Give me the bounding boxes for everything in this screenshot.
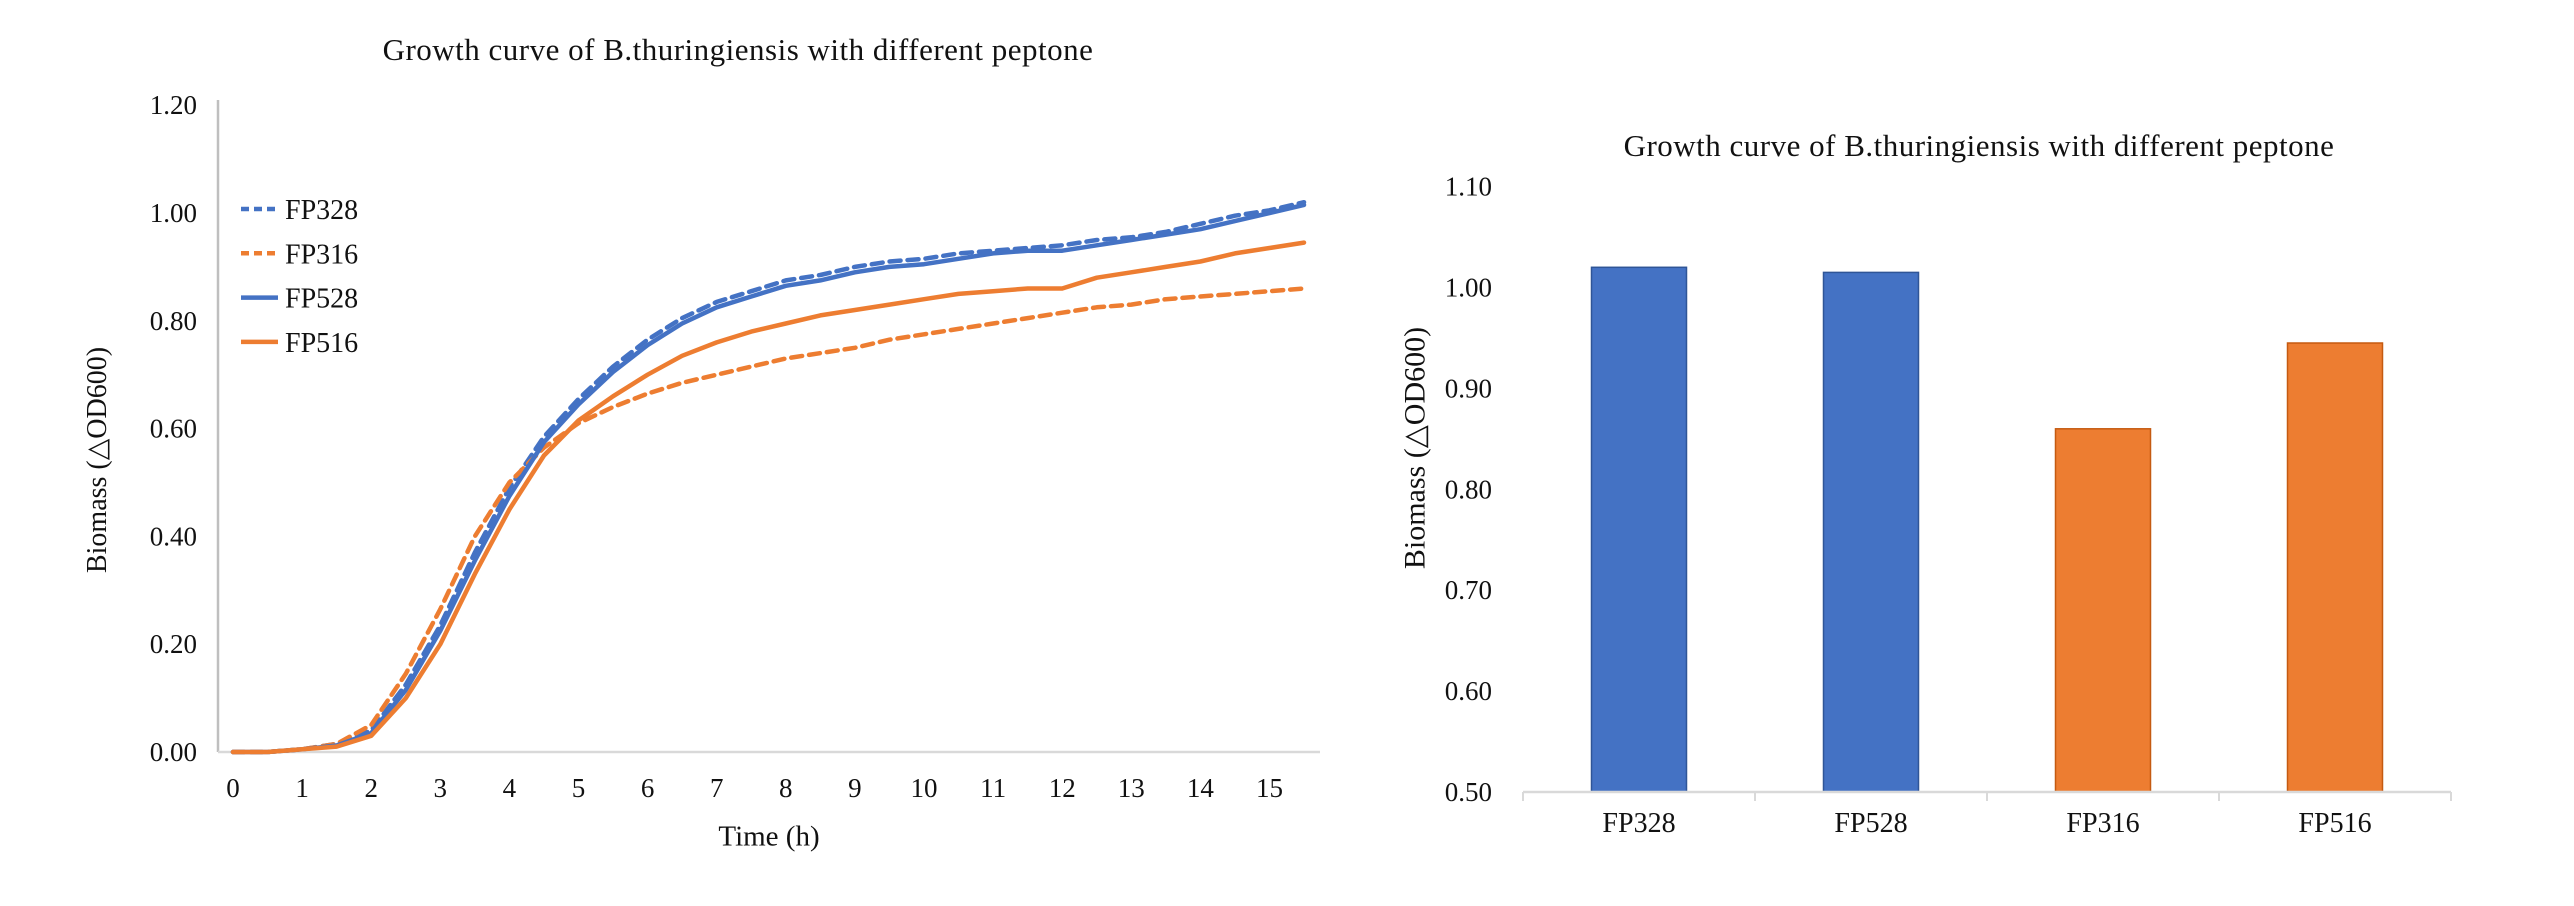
line-series-FP528: [230, 202, 1307, 755]
bar-chart-title: Growth curve of B.thuringiensis with dif…: [1623, 128, 2335, 163]
line-chart-x-tick-label: 14: [1187, 773, 1215, 803]
bar-chart-category-label: FP328: [1602, 808, 1675, 839]
legend-label-FP516: FP516: [285, 328, 358, 359]
bar-chart-y-tick-label: 1.00: [1445, 273, 1492, 303]
line-chart-x-tick-label: 4: [503, 773, 517, 803]
bar-chart-category-label: FP528: [1834, 808, 1907, 839]
line-chart-x-tick-label: 5: [572, 773, 586, 803]
line-chart-y-tick-label: 0.80: [150, 306, 197, 336]
legend-label-FP528: FP528: [285, 284, 358, 315]
bar-chart-y-tick-label: 1.10: [1445, 172, 1492, 202]
bar-chart-y-tick-label: 0.90: [1445, 373, 1492, 403]
bar-chart-category-label: FP516: [2298, 808, 2371, 839]
legend-label-FP328: FP328: [285, 195, 358, 226]
line-chart: Growth curve of B.thuringiensis with dif…: [82, 32, 1320, 853]
line-chart-x-tick-label: 0: [226, 773, 240, 803]
line-chart-x-tick-label: 11: [980, 773, 1006, 803]
line-chart-y-tick-label: 0.40: [150, 521, 197, 551]
line-chart-x-tick-label: 6: [641, 773, 655, 803]
line-chart-x-axis-label: Time (h): [718, 820, 820, 853]
bar-FP516: [2286, 342, 2384, 793]
line-chart-x-tick-label: 8: [779, 773, 793, 803]
line-chart-x-tick-label: 12: [1049, 773, 1076, 803]
bar-FP528: [1822, 271, 1920, 793]
line-chart-x-tick-label: 2: [364, 773, 378, 803]
bar-FP316: [2054, 428, 2152, 793]
line-chart-title: Growth curve of B.thuringiensis with dif…: [382, 32, 1094, 67]
bar-chart-y-tick-label: 0.50: [1445, 777, 1492, 807]
line-chart-y-tick-label: 0.20: [150, 629, 197, 659]
bar-FP328: [1590, 266, 1688, 793]
bar-chart: Growth curve of B.thuringiensis with dif…: [1350, 0, 2574, 906]
bar-chart-y-tick-label: 0.80: [1445, 474, 1492, 504]
line-chart-y-tick-label: 0.60: [150, 414, 197, 444]
line-chart-y-tick-label: 0.00: [150, 737, 197, 767]
line-chart-x-tick-label: 15: [1256, 773, 1283, 803]
line-series-FP516: [230, 240, 1307, 755]
line-chart-plot-area: 0.000.200.400.600.801.001.200 1 2 3 4 5 6 7 8 9 10…: [150, 90, 1320, 803]
bar-chart-plot-area: 0.50 0.60 0.70 0.80 0.90 1.00 1.10 FP328 FP528 FP…: [1445, 172, 2452, 839]
line-chart-x-tick-label: 9: [848, 773, 862, 803]
bar-chart-y-tick-label: 0.60: [1445, 676, 1492, 706]
line-chart-x-tick-label: 1: [295, 773, 309, 803]
line-chart-x-tick-label: 10: [911, 773, 938, 803]
line-series-FP328: [230, 199, 1307, 755]
line-chart-y-tick-label: 1.00: [150, 198, 197, 228]
line-chart-x-tick-label: 7: [710, 773, 724, 803]
line-chart-y-tick-label: 1.20: [150, 90, 197, 120]
legend-label-FP316: FP316: [285, 239, 358, 270]
bar-chart-y-tick-label: 0.70: [1445, 575, 1492, 605]
line-series-FP316: [230, 286, 1307, 755]
line-chart-x-tick-label: 13: [1118, 773, 1145, 803]
line-chart-x-tick-label: 3: [434, 773, 448, 803]
bar-chart-category-label: FP316: [2066, 808, 2139, 839]
